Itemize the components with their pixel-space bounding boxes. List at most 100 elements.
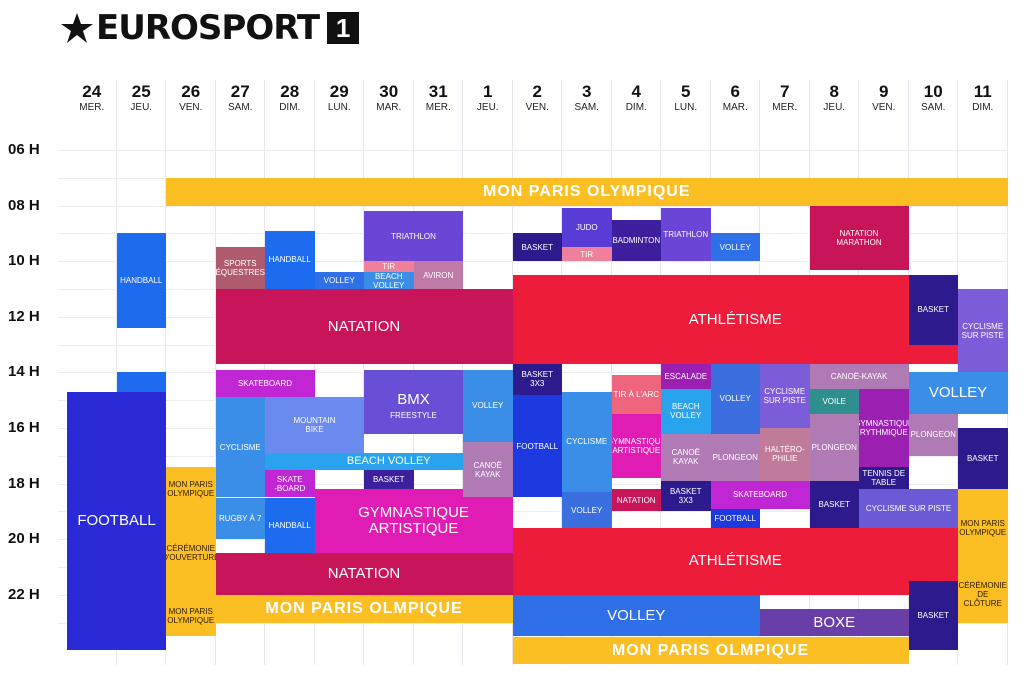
- event-block[interactable]: JUDO: [562, 208, 612, 248]
- event-block[interactable]: BASKET: [958, 428, 1008, 490]
- event-block[interactable]: CYCLISME: [215, 397, 265, 498]
- event-block[interactable]: CÉRÉMONIE DE CLÔTURE: [958, 567, 1008, 623]
- event-block[interactable]: PLONGEON: [809, 414, 859, 481]
- day-number: 11: [973, 82, 992, 101]
- event-block[interactable]: PLONGEON: [908, 414, 958, 456]
- event-block[interactable]: HALTÉRO- PHILIE: [760, 428, 810, 481]
- weekday: JEU.: [823, 102, 846, 113]
- event-block[interactable]: BADMINTON: [611, 219, 661, 262]
- event-block[interactable]: NATATION: [215, 553, 513, 595]
- event-block[interactable]: MOUNTAIN BIKE: [265, 397, 364, 453]
- event-block[interactable]: TIR: [562, 247, 612, 262]
- hour-label: 22 H: [8, 585, 40, 603]
- event-block[interactable]: BEACH VOLLEY: [265, 453, 513, 470]
- weekday: LUN.: [674, 102, 698, 113]
- event-block[interactable]: VOLLEY: [562, 491, 612, 529]
- weekday: DIM.: [279, 102, 301, 113]
- event-block[interactable]: VOLLEY: [908, 372, 1008, 415]
- event-block[interactable]: CANOË KAYAK: [661, 433, 711, 481]
- event-block[interactable]: TIR: [364, 261, 414, 273]
- event-block[interactable]: CYCLISME SUR PISTE: [958, 289, 1008, 373]
- weekday: JEU.: [130, 102, 153, 113]
- event-block[interactable]: GYMNASTIQUE RYTHMIQUE: [859, 389, 909, 467]
- event-block[interactable]: NATATION MARATHON: [809, 205, 909, 270]
- day-number: 30: [379, 82, 399, 101]
- event-block[interactable]: NATATION: [611, 489, 661, 512]
- event-block[interactable]: GYMNASTIQUE ARTISTIQUE: [314, 489, 513, 554]
- event-block[interactable]: BMX: [364, 369, 463, 434]
- event-block[interactable]: MON PARIS OLMPIQUE: [512, 636, 909, 665]
- event-block[interactable]: VOLLEY: [710, 233, 760, 262]
- event-block[interactable]: FOOTBALL: [512, 394, 562, 498]
- weekday: VEN.: [872, 102, 896, 113]
- event-block[interactable]: MON PARIS OLYMPIQUE: [958, 489, 1008, 567]
- event-block[interactable]: BASKET: [908, 580, 958, 651]
- event-block[interactable]: TRIATHLON: [364, 211, 463, 262]
- event-block[interactable]: MON PARIS OLYMPIQUE: [166, 177, 1008, 206]
- event-block[interactable]: FOOTBALL: [67, 391, 166, 651]
- day-header-3: 3 SAM.: [563, 82, 611, 114]
- day-number: 4: [631, 82, 641, 101]
- event-block[interactable]: AVIRON: [413, 261, 463, 289]
- event-block[interactable]: CANOË KAYAK: [463, 441, 513, 498]
- event-block[interactable]: BASKET 3X3: [512, 364, 562, 395]
- event-block[interactable]: HANDBALL: [116, 233, 166, 328]
- hour-gridline: [58, 511, 1008, 513]
- star-icon: [61, 13, 93, 43]
- event-block[interactable]: MON PARIS OLYMPIQUE: [166, 466, 216, 512]
- weekday: SAM.: [228, 102, 253, 113]
- event-block[interactable]: PLONGEON: [710, 433, 760, 481]
- event-block[interactable]: NATATION: [215, 289, 513, 365]
- day-number: 1: [483, 82, 493, 101]
- day-header-5: 5 LUN.: [662, 82, 710, 114]
- weekday: SAM.: [574, 102, 599, 113]
- event-block[interactable]: TRIATHLON: [661, 208, 711, 262]
- event-block[interactable]: SPORTS ÉQUESTRES: [215, 247, 265, 289]
- event-block[interactable]: ATHLÉTISME: [512, 275, 958, 365]
- event-block[interactable]: BASKET: [512, 233, 562, 262]
- event-block[interactable]: HANDBALL: [265, 497, 315, 554]
- hour-gridline: [58, 261, 1008, 263]
- day-header-28: 28 DIM.: [266, 82, 314, 114]
- eurosport-logo: EUROSPORT 1: [60, 8, 360, 48]
- hour-gridline: [58, 205, 1008, 207]
- day-number: 6: [730, 82, 740, 101]
- event-block[interactable]: CÉRÉMONIE D'OUVERTURE: [166, 511, 216, 595]
- day-header-24: 24 MER.: [68, 82, 116, 114]
- event-block[interactable]: MON PARIS OLYMPIQUE: [166, 594, 216, 637]
- event-block[interactable]: RUGBY À 7: [215, 497, 265, 540]
- event-block[interactable]: FREESTYLE: [390, 411, 437, 421]
- event-block[interactable]: CANOË-KAYAK: [809, 364, 909, 390]
- event-block[interactable]: VOILE: [809, 389, 859, 415]
- event-block[interactable]: BASKET: [809, 480, 859, 529]
- event-block[interactable]: SKATEBOARD: [710, 480, 810, 509]
- event-block[interactable]: MON PARIS OLMPIQUE: [215, 594, 513, 623]
- event-block[interactable]: VOLLEY: [463, 369, 513, 442]
- weekday: SAM.: [921, 102, 946, 113]
- event-block[interactable]: SKATE -BOARD: [265, 469, 315, 498]
- event-block[interactable]: GYMNASTIQUE ARTISTIQUE: [611, 414, 661, 479]
- event-block[interactable]: VOLLEY: [314, 272, 364, 289]
- event-block[interactable]: VOLLEY: [710, 364, 760, 434]
- event-block[interactable]: BASKET 3X3: [661, 480, 711, 512]
- event-block[interactable]: TIR À L'ARC: [611, 375, 661, 415]
- day-header-27: 27 SAM.: [216, 82, 264, 114]
- event-block[interactable]: ESCALADE: [661, 364, 711, 390]
- day-number: 8: [829, 82, 839, 101]
- event-block[interactable]: BASKET: [364, 469, 414, 490]
- event-block[interactable]: TENNIS DE TABLE: [859, 466, 909, 490]
- event-block[interactable]: VOLLEY: [512, 594, 760, 637]
- event-block[interactable]: BEACH VOLLEY: [364, 272, 414, 289]
- event-block[interactable]: BASKET: [908, 275, 958, 345]
- event-block[interactable]: HANDBALL: [265, 230, 315, 289]
- event-block[interactable]: CYCLISME: [562, 391, 612, 492]
- event-block[interactable]: BEACH VOLLEY: [661, 389, 711, 434]
- event-block[interactable]: FOOTBALL: [710, 508, 760, 529]
- event-block[interactable]: ATHLÉTISME: [512, 528, 958, 595]
- day-header-29: 29 LUN.: [315, 82, 363, 114]
- event-block[interactable]: CYCLISME SUR PISTE: [859, 489, 958, 529]
- event-block[interactable]: CYCLISME SUR PISTE: [760, 364, 810, 428]
- event-block[interactable]: SKATEBOARD: [215, 369, 315, 398]
- event-block[interactable]: BOXE: [760, 608, 909, 637]
